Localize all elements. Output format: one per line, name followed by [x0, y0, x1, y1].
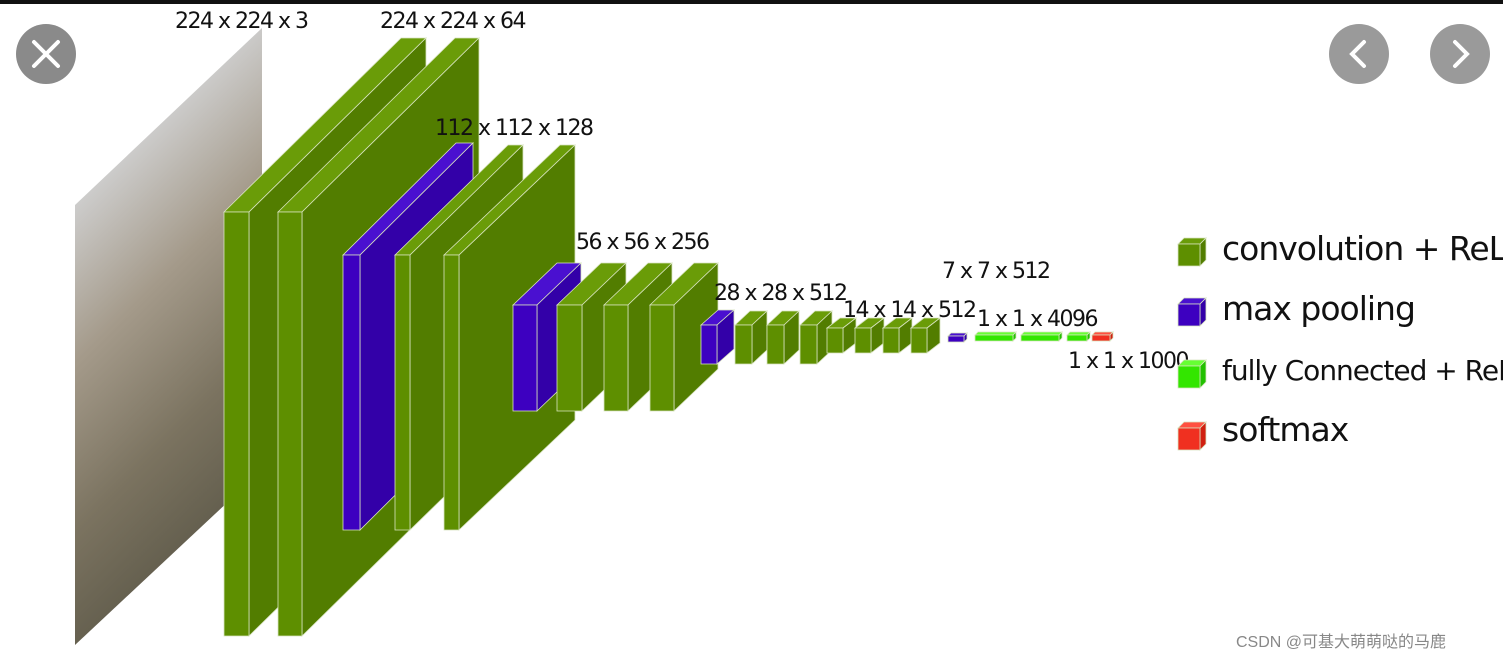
close-button[interactable] — [16, 24, 76, 84]
face — [700, 324, 718, 365]
legend-swatch — [1177, 421, 1207, 451]
legend-label: max pooling — [1222, 289, 1415, 328]
layer-box — [947, 332, 968, 343]
layer-box — [765, 310, 801, 365]
layer-box — [1020, 331, 1063, 342]
face — [1066, 334, 1088, 342]
face — [1177, 243, 1201, 267]
layer-label: 1 x 1 x 4096 — [977, 307, 1097, 332]
face — [277, 211, 303, 637]
layer-box — [881, 317, 914, 354]
layer-label: 1 x 1 x 1000 — [1068, 349, 1188, 374]
layer-box — [1091, 331, 1114, 342]
face — [910, 327, 928, 354]
top-bar — [0, 0, 1503, 4]
face — [394, 254, 411, 531]
legend-label: convolution + ReLU — [1222, 229, 1503, 268]
face — [603, 304, 629, 412]
legend-swatch — [1177, 237, 1207, 267]
layer-label: 224 x 224 x 64 — [380, 9, 525, 34]
face — [799, 324, 818, 365]
layer-box — [909, 317, 942, 354]
face — [826, 327, 844, 354]
layer-box — [974, 331, 1017, 342]
prev-button[interactable] — [1329, 24, 1389, 84]
legend: convolution + ReLU max pooling fully Con… — [1177, 229, 1503, 451]
legend-label: fully Connected + ReLU — [1222, 354, 1503, 387]
layer-box — [1066, 331, 1091, 342]
layer-label: 56 x 56 x 256 — [576, 230, 709, 255]
face — [974, 331, 1017, 336]
input-image — [75, 28, 262, 645]
face — [1177, 427, 1201, 451]
face — [974, 334, 1014, 342]
face — [1020, 331, 1063, 336]
layer-label: 14 x 14 x 512 — [843, 298, 976, 323]
face — [223, 211, 250, 637]
face — [1020, 334, 1060, 342]
watermark: CSDN @可基大萌萌哒的马鹿 — [1236, 633, 1446, 651]
next-button[interactable] — [1430, 24, 1490, 84]
face — [342, 254, 361, 531]
legend-swatch — [1177, 359, 1207, 389]
face — [1177, 365, 1201, 389]
legend-label: softmax — [1222, 410, 1349, 449]
face — [947, 335, 965, 343]
layer-label: 224 x 224 x 3 — [175, 9, 308, 34]
face — [854, 327, 872, 354]
face — [734, 324, 753, 365]
layer-box — [733, 310, 769, 365]
face — [443, 254, 460, 531]
layer-box — [798, 310, 834, 365]
face — [649, 304, 675, 412]
layer-box — [853, 317, 886, 354]
face — [766, 324, 785, 365]
layers — [223, 37, 1114, 637]
layer-box — [699, 309, 736, 365]
face — [512, 304, 538, 412]
layer-box — [649, 262, 719, 412]
face — [1177, 303, 1201, 327]
layer-label: 7 x 7 x 512 — [942, 259, 1050, 284]
layer-label: 112 x 112 x 128 — [435, 116, 593, 141]
face — [1066, 331, 1091, 336]
face — [1091, 331, 1114, 336]
layer-label: 28 x 28 x 512 — [714, 281, 847, 306]
layer-box — [825, 317, 858, 354]
face — [556, 304, 583, 412]
face — [882, 327, 900, 354]
face — [1091, 334, 1111, 342]
legend-swatch — [1177, 297, 1207, 327]
